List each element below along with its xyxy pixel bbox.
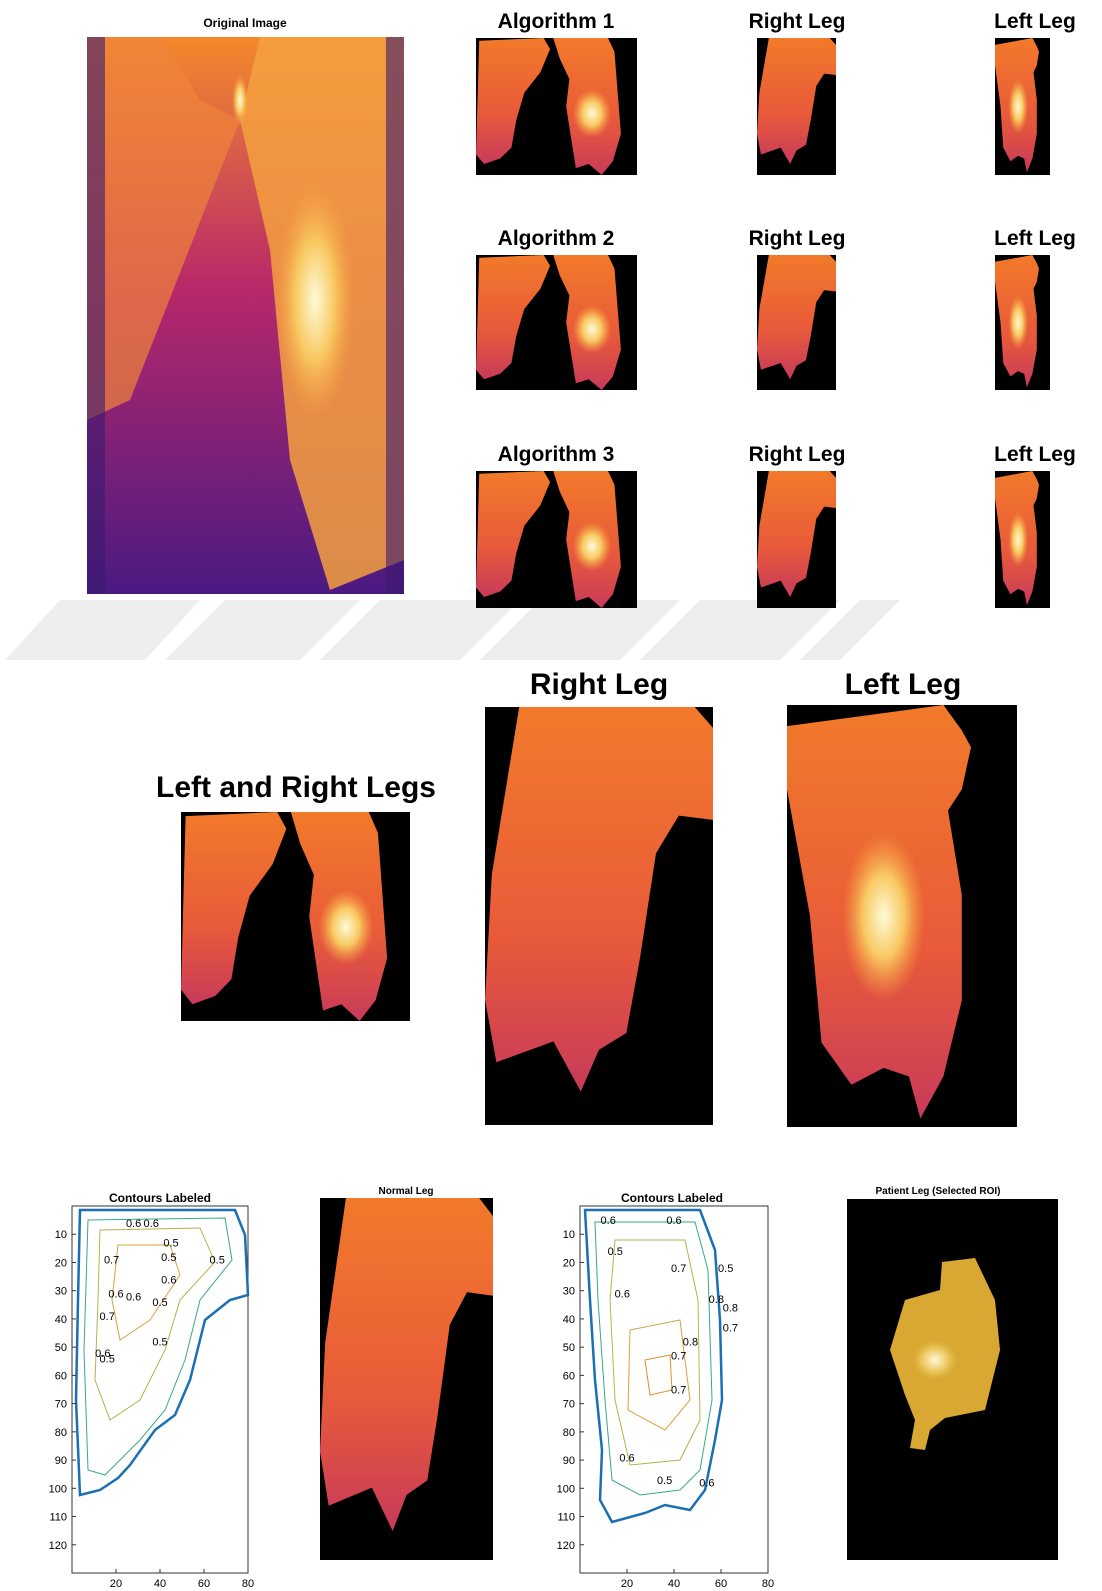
- x-tick-label: 20: [621, 1578, 633, 1590]
- panel-title: Left Leg: [994, 443, 1076, 466]
- y-tick-label: 110: [557, 1512, 575, 1524]
- contour-label: 0.7: [671, 1385, 686, 1397]
- patient-roi-image: [847, 1199, 1058, 1560]
- contour-label: 0.5: [100, 1353, 115, 1365]
- panel-title: Right Leg: [749, 443, 846, 466]
- contour-label: 0.8: [709, 1294, 724, 1306]
- contour-label: 0.6: [126, 1291, 141, 1303]
- contour-label: 0.6: [615, 1289, 630, 1301]
- contour-label: 0.8: [723, 1303, 738, 1315]
- y-tick-label: 10: [563, 1229, 575, 1241]
- left-leg-image: [995, 255, 1050, 390]
- contour-label: 0.5: [210, 1255, 225, 1267]
- y-tick-label: 60: [563, 1370, 575, 1382]
- contour-label: 0.5: [608, 1246, 623, 1258]
- contour-label: 0.6: [666, 1215, 681, 1227]
- y-tick-label: 20: [55, 1257, 67, 1269]
- panel-title: Left Leg: [994, 227, 1076, 250]
- contour-label: 0.7: [671, 1263, 686, 1275]
- y-tick-label: 30: [55, 1286, 67, 1298]
- right-leg-image: [757, 471, 836, 608]
- y-tick-label: 50: [55, 1342, 67, 1354]
- panel-title: Left Leg: [994, 10, 1076, 33]
- panel-title: Right Leg: [749, 10, 846, 33]
- y-tick-label: 70: [55, 1399, 67, 1411]
- contour-label: 0.8: [683, 1337, 698, 1349]
- contour-label: 0.6: [619, 1452, 634, 1464]
- panel-title: Contours Labeled: [621, 1191, 723, 1205]
- watermark: [5, 600, 900, 660]
- contour-label: 0.7: [100, 1311, 115, 1323]
- contour-label: 0.7: [671, 1351, 686, 1363]
- panel-title: Normal Leg: [378, 1186, 433, 1197]
- normal-leg-image: [320, 1198, 493, 1560]
- x-tick-label: 40: [154, 1578, 166, 1590]
- panel-title: Original Image: [203, 16, 287, 30]
- panel-title: Right Leg: [749, 227, 846, 250]
- y-tick-label: 110: [49, 1512, 67, 1524]
- combined-legs-image: [181, 812, 410, 1021]
- algorithm-image: [476, 38, 637, 175]
- y-tick-label: 60: [55, 1370, 67, 1382]
- contour-label: 0.7: [104, 1255, 119, 1267]
- contour-label: 0.6: [108, 1289, 123, 1301]
- panel-title: Algorithm 3: [498, 443, 615, 466]
- y-tick-label: 80: [563, 1427, 575, 1439]
- y-tick-label: 100: [557, 1483, 575, 1495]
- right-leg-image: [757, 38, 836, 175]
- panel-title: Algorithm 2: [498, 227, 615, 250]
- y-tick-label: 40: [55, 1314, 67, 1326]
- algorithm-image: [476, 471, 637, 608]
- y-tick-label: 120: [49, 1540, 67, 1552]
- contour-label: 0.6: [144, 1218, 159, 1230]
- right-leg-image: [485, 707, 713, 1125]
- contour-label: 0.7: [723, 1322, 738, 1334]
- panel-title: Right Leg: [530, 668, 668, 701]
- contour-label: 0.6: [601, 1215, 616, 1227]
- panel-title: Left and Right Legs: [156, 771, 436, 804]
- panel-title: Left Leg: [845, 668, 962, 701]
- y-tick-label: 70: [563, 1399, 575, 1411]
- x-tick-label: 60: [715, 1578, 727, 1590]
- contour-label: 0.6: [126, 1218, 141, 1230]
- contour-label: 0.6: [161, 1274, 176, 1286]
- y-tick-label: 50: [563, 1342, 575, 1354]
- panel-title: Algorithm 1: [498, 10, 615, 33]
- algorithm-rows: Algorithm 1 Right Leg Left Leg Algorithm 2 R…: [476, 10, 1076, 608]
- x-tick-label: 20: [110, 1578, 122, 1590]
- y-tick-label: 40: [563, 1314, 575, 1326]
- panel-title: Contours Labeled: [109, 1191, 211, 1205]
- left-leg-image: [995, 471, 1050, 608]
- y-tick-label: 20: [563, 1257, 575, 1269]
- panel-title: Patient Leg (Selected ROI): [875, 1186, 1000, 1197]
- y-tick-label: 30: [563, 1286, 575, 1298]
- x-tick-label: 80: [242, 1578, 254, 1590]
- right-leg-image: [757, 255, 836, 390]
- contour-label: 0.5: [657, 1475, 672, 1487]
- figure: Original Image Algorithm 1 Right Leg Left …: [0, 0, 1102, 1591]
- contour-label: 0.5: [718, 1263, 733, 1275]
- y-tick-label: 100: [49, 1483, 67, 1495]
- contour-label: 0.5: [152, 1337, 167, 1349]
- page: Original Image Algorithm 1 Right Leg Left …: [0, 0, 1102, 1591]
- left-leg-image: [787, 705, 1017, 1127]
- y-tick-label: 10: [55, 1229, 67, 1241]
- contour-label: 0.6: [699, 1478, 714, 1490]
- y-tick-label: 90: [563, 1455, 575, 1467]
- algorithm-image: [476, 255, 637, 390]
- original-image: [87, 37, 404, 594]
- x-tick-label: 60: [198, 1578, 210, 1590]
- left-leg-image: [995, 38, 1050, 175]
- contour-label: 0.5: [163, 1238, 178, 1250]
- contour-label: 0.5: [161, 1252, 176, 1264]
- y-tick-label: 90: [55, 1455, 67, 1467]
- x-tick-label: 40: [668, 1578, 680, 1590]
- contour-label: 0.5: [152, 1297, 167, 1309]
- y-tick-label: 80: [55, 1427, 67, 1439]
- y-tick-label: 120: [557, 1540, 575, 1552]
- x-tick-label: 80: [762, 1578, 774, 1590]
